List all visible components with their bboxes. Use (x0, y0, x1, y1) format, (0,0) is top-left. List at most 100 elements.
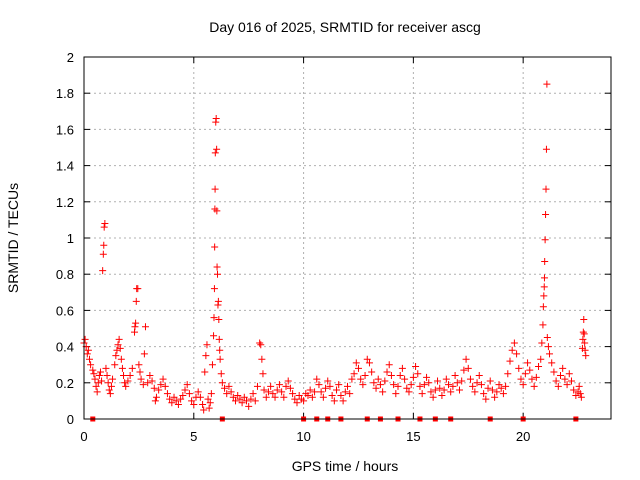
x-tick-label: 10 (296, 429, 310, 444)
data-point (407, 381, 415, 389)
data-point (280, 393, 288, 401)
data-point (567, 377, 575, 385)
data-point (210, 332, 218, 340)
data-point (293, 399, 301, 407)
data-point (140, 350, 148, 358)
data-point (449, 382, 457, 390)
data-point (249, 390, 257, 398)
data-point (466, 375, 474, 383)
data-point (401, 375, 409, 383)
data-point (269, 390, 277, 398)
data-point (390, 381, 398, 389)
data-point (112, 352, 120, 360)
data-point (135, 361, 143, 369)
data-point (150, 384, 158, 392)
data-point (387, 372, 395, 380)
data-point (420, 381, 428, 389)
data-point (183, 381, 191, 389)
data-point (581, 339, 589, 347)
data-point (416, 382, 424, 390)
y-tick-label: 1.4 (56, 159, 74, 174)
data-point (451, 372, 459, 380)
data-point (521, 370, 529, 378)
data-point (425, 379, 433, 387)
data-point (207, 390, 215, 398)
data-point (151, 397, 159, 405)
data-point (508, 346, 516, 354)
data-point (259, 370, 267, 378)
x-tick-label: 0 (80, 429, 87, 444)
data-point (172, 397, 180, 405)
data-point (190, 401, 198, 409)
data-point (352, 359, 360, 367)
data-point (504, 370, 512, 378)
data-point (213, 145, 221, 153)
data-point (211, 185, 219, 193)
data-point (577, 393, 585, 401)
data-point (499, 390, 507, 398)
data-point (258, 355, 266, 363)
y-tick-label: 0 (67, 412, 74, 427)
data-point (96, 368, 104, 376)
data-point (502, 382, 510, 390)
data-point (313, 375, 321, 383)
data-point (206, 399, 214, 407)
data-point (118, 364, 126, 372)
data-point (409, 373, 417, 381)
data-point (477, 381, 485, 389)
data-point (348, 375, 356, 383)
data-point (370, 379, 378, 387)
data-point (155, 386, 163, 394)
y-tick-label: 0.2 (56, 376, 74, 391)
ticks: 00.20.40.60.811.21.41.61.820 5 10 15 20 (56, 50, 611, 444)
data-point (214, 297, 222, 305)
data-point (326, 382, 334, 390)
data-point (354, 364, 362, 372)
y-axis-label: SRMTID / TECUs (5, 183, 21, 293)
data-point (87, 361, 95, 369)
data-point (128, 364, 136, 372)
x-tick-label: 20 (516, 429, 530, 444)
data-point (91, 375, 99, 383)
data-point (311, 388, 319, 396)
data-point (396, 372, 404, 380)
data-point (216, 355, 224, 363)
data-point (83, 350, 91, 358)
data-point (100, 223, 108, 231)
data-point (484, 384, 492, 392)
data-point (540, 274, 548, 282)
data-point (92, 382, 100, 390)
data-point (423, 373, 431, 381)
data-point (541, 258, 549, 266)
data-point (453, 379, 461, 387)
data-point (210, 285, 218, 293)
data-point (556, 372, 564, 380)
data-point (260, 386, 268, 394)
y-tick-label: 1.2 (56, 195, 74, 210)
data-point (211, 243, 219, 251)
data-point (447, 388, 455, 396)
data-point (163, 390, 171, 398)
data-point (538, 339, 546, 347)
data-point (90, 370, 98, 378)
data-point (161, 382, 169, 390)
data-point (103, 372, 111, 380)
data-point (580, 315, 588, 323)
data-point (105, 386, 113, 394)
data-point (229, 393, 237, 401)
data-point (111, 361, 119, 369)
data-point (429, 393, 437, 401)
data-point (85, 355, 93, 363)
data-point (286, 384, 294, 392)
data-point (392, 390, 400, 398)
data-point (346, 390, 354, 398)
data-point (115, 335, 123, 343)
data-point (381, 377, 389, 385)
data-point (580, 330, 588, 338)
data-point (460, 366, 468, 374)
data-point (528, 375, 536, 383)
data-point (539, 303, 547, 311)
data-point (524, 359, 532, 367)
data-point (510, 339, 518, 347)
